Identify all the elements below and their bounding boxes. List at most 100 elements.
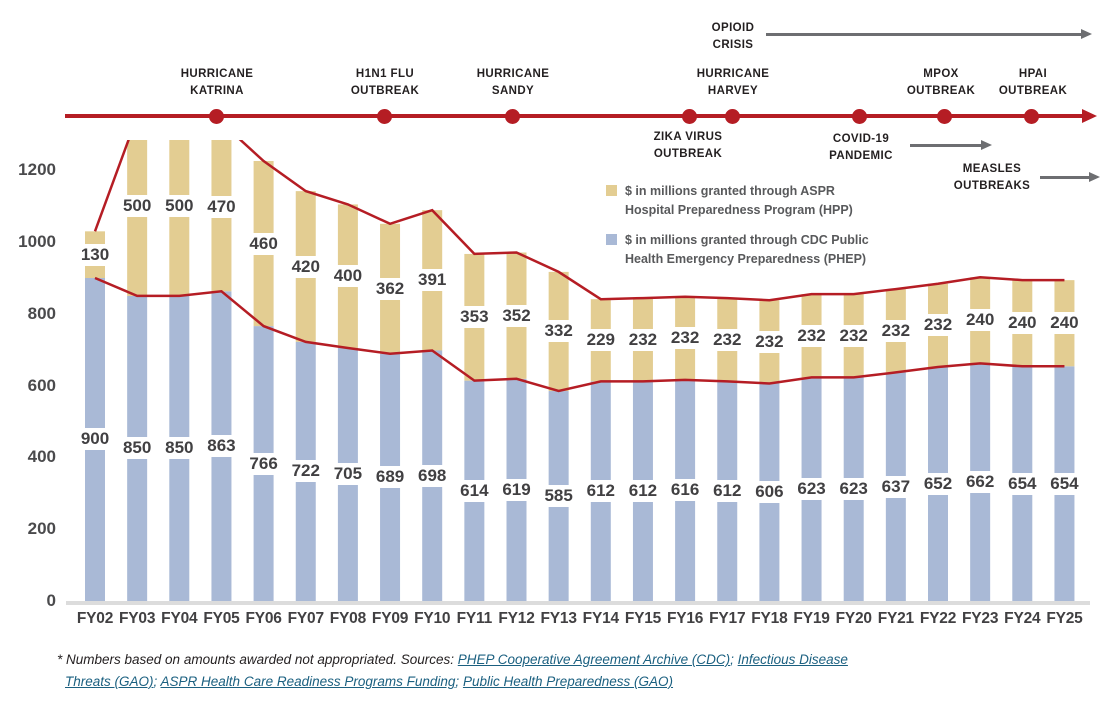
- x-axis-label-FY10: FY10: [414, 610, 451, 627]
- y-axis-tick-0: 0: [46, 591, 56, 610]
- link-aspr-health-care-readiness-programs-funding[interactable]: ASPR Health Care Readiness Programs Fund…: [160, 674, 456, 689]
- event-line: OUTBREAK: [653, 148, 723, 160]
- link-phep-cooperative-agreement-archive[interactable]: PHEP Cooperative Agreement Archive (CDC): [457, 652, 731, 667]
- hpp-value-label-FY03: 500: [118, 195, 156, 218]
- event-line: H1N1 FLU: [355, 68, 415, 80]
- measles-outbreaks-arrow-icon: [1040, 172, 1100, 181]
- legend-text: $ in millions granted through ASPR Hospi…: [625, 182, 853, 219]
- x-axis-label-FY02: FY02: [76, 610, 114, 627]
- phep-value-label-FY23: 662: [961, 471, 999, 494]
- y-axis-tick-1000: 1000: [18, 232, 56, 252]
- hpp-value-label-FY12: 352: [498, 304, 535, 327]
- y-axis-tick-1200: 1200: [18, 160, 56, 180]
- x-axis-label-FY06: FY06: [245, 610, 282, 627]
- covid-pandemic-arrow-icon: [910, 140, 992, 149]
- event-line: KATRINA: [190, 85, 244, 97]
- x-axis-label-FY07: FY07: [287, 610, 324, 627]
- phep-value-label-FY08: 705: [329, 463, 367, 486]
- phep-value-label-FY20: 623: [835, 478, 872, 501]
- phep-value-label-FY10: 698: [414, 464, 451, 487]
- x-axis-label-FY14: FY14: [582, 610, 619, 627]
- phep-value-label-FY22: 652: [919, 472, 957, 495]
- legend-line: Health Emergency Preparedness (PHEP): [625, 251, 867, 266]
- hpp-value-label-FY25: 240: [1046, 312, 1083, 335]
- event-label-opioid-crisis: OPIOID CRISIS: [712, 20, 755, 54]
- hpp-value-label-FY13: 332: [540, 320, 577, 343]
- event-line: HURRICANE: [476, 68, 550, 80]
- timeline-arrowhead-icon: [1082, 109, 1097, 123]
- phep-value-label-FY15: 612: [624, 480, 662, 503]
- hpp-value-label-FY23: 240: [961, 309, 999, 332]
- y-axis-tick-200: 200: [27, 519, 56, 539]
- hpp-value-label-FY17: 232: [709, 328, 746, 351]
- footnote-line-2: Threats (GAO); ASPR Health Care Readines…: [57, 671, 1097, 693]
- legend-line: $ in millions granted through CDC Public: [625, 233, 869, 247]
- event-label-hurricane-katrina: HURRICANE KATRINA: [181, 66, 254, 100]
- phep-value-label-FY17: 612: [709, 480, 746, 503]
- opioid-crisis-arrow-icon: [766, 29, 1092, 38]
- timeline-dot-sandy: [505, 109, 520, 124]
- x-axis-label-FY04: FY04: [161, 610, 198, 627]
- timeline-dot-zika: [682, 109, 697, 124]
- y-axis-tick-800: 800: [27, 303, 56, 323]
- x-axis-label-FY15: FY15: [624, 610, 662, 627]
- phep-value-label-FY06: 766: [245, 452, 282, 475]
- timeline-dot-mpox: [937, 109, 952, 124]
- footnote-separator: ;: [455, 674, 463, 689]
- event-line: HARVEY: [707, 85, 759, 97]
- event-line: OUTBREAK: [350, 85, 420, 97]
- legend-line: $ in millions granted through ASPR: [625, 184, 835, 198]
- x-axis-label-FY08: FY08: [329, 610, 367, 627]
- phep-value-label-FY07: 722: [287, 460, 324, 483]
- x-axis-label-FY18: FY18: [751, 610, 788, 627]
- phep-value-label-FY13: 585: [540, 485, 577, 508]
- legend: $ in millions granted through ASPR Hospi…: [606, 182, 869, 280]
- phep-value-label-FY24: 654: [1004, 472, 1041, 495]
- x-axis-label-FY16: FY16: [666, 610, 704, 627]
- event-line: COVID-19: [832, 133, 890, 145]
- link-infectious-disease-threats-part1[interactable]: Infectious Disease: [737, 652, 848, 667]
- phep-value-label-FY14: 612: [582, 480, 619, 503]
- hpp-value-label-FY08: 400: [329, 265, 367, 288]
- timeline-axis: [65, 114, 1083, 118]
- footnote-separator: ;: [153, 674, 161, 689]
- phep-value-label-FY18: 606: [751, 481, 788, 504]
- event-line: OUTBREAKS: [953, 180, 1031, 192]
- hpp-value-label-FY20: 232: [835, 324, 872, 347]
- x-axis-label-FY03: FY03: [119, 610, 156, 627]
- hpp-value-label-FY05: 470: [203, 195, 240, 218]
- x-axis-label-FY24: FY24: [1004, 610, 1041, 627]
- x-axis-label-FY22: FY22: [919, 610, 957, 627]
- hpp-value-label-FY24: 240: [1004, 312, 1041, 335]
- event-label-h1n1-flu-outbreak: H1N1 FLU OUTBREAK: [351, 66, 419, 100]
- x-axis-label-FY12: FY12: [498, 610, 535, 627]
- hpp-value-label-FY18: 232: [751, 330, 788, 353]
- phep-value-label-FY25: 654: [1046, 472, 1083, 495]
- hpp-value-label-FY21: 232: [877, 319, 915, 342]
- link-infectious-disease-threats-part2[interactable]: Threats (GAO): [65, 674, 154, 689]
- event-label-hurricane-sandy: HURRICANE SANDY: [477, 66, 550, 100]
- event-line: MPOX: [923, 68, 959, 80]
- event-label-mpox-outbreak: MPOX OUTBREAK: [907, 66, 975, 100]
- phep-value-label-FY19: 623: [793, 478, 830, 501]
- phep-top-line: [94, 276, 1065, 393]
- x-axis-label-FY23: FY23: [962, 610, 999, 627]
- legend-item-hpp: $ in millions granted through ASPR Hospi…: [606, 182, 869, 219]
- event-line: HURRICANE: [180, 68, 254, 80]
- event-label-measles-outbreaks: MEASLES OUTBREAKS: [954, 161, 1030, 195]
- legend-text: $ in millions granted through CDC Public…: [625, 231, 869, 268]
- footnote-separator: ;: [730, 652, 738, 667]
- event-label-hpai-outbreak: HPAI OUTBREAK: [999, 66, 1067, 100]
- hpp-value-label-FY22: 232: [919, 314, 957, 337]
- hpp-value-label-FY14: 229: [582, 329, 619, 352]
- y-axis-tick-400: 400: [27, 447, 56, 467]
- phep-swatch-icon: [606, 234, 617, 245]
- event-line: PANDEMIC: [829, 150, 893, 162]
- hpp-value-label-FY04: 500: [161, 195, 198, 218]
- hpp-value-label-FY09: 362: [371, 277, 409, 300]
- phep-value-label-FY05: 863: [203, 435, 240, 458]
- legend-line: Hospital Preparedness Program (HPP): [625, 202, 853, 217]
- event-line: HURRICANE: [696, 68, 770, 80]
- link-public-health-preparedness-gao[interactable]: Public Health Preparedness (GAO): [462, 674, 674, 689]
- x-axis-label-FY21: FY21: [877, 610, 914, 627]
